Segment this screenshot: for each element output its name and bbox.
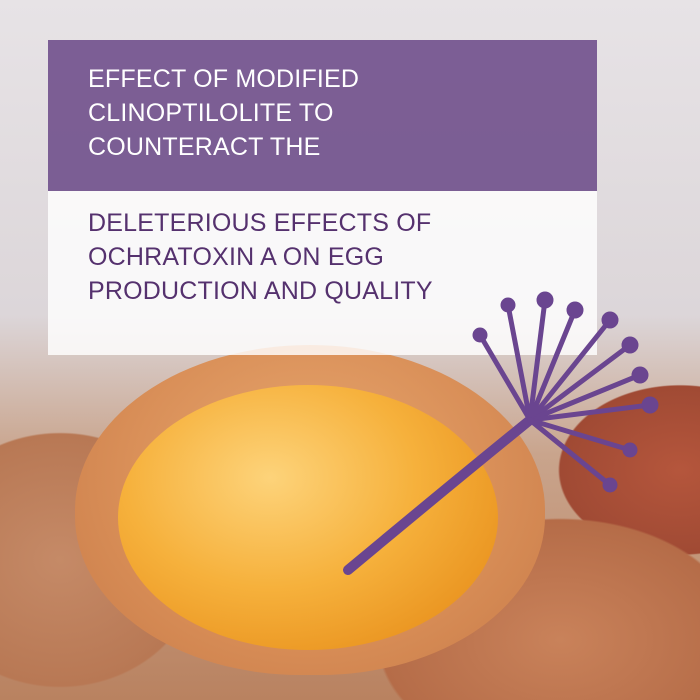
title-band-purple	[48, 40, 597, 191]
title-line: CLINOPTILOLITE TO	[88, 99, 334, 127]
title-bottom: DELETERIOUS EFFECTS OF OCHRATOXIN A ON E…	[88, 206, 433, 308]
title-line: COUNTERACT THE	[88, 133, 321, 161]
title-line: OCHRATOXIN A ON EGG	[88, 243, 384, 271]
dandelion-logo-icon	[343, 291, 659, 575]
title-band-white	[48, 191, 597, 355]
title-line: DELETERIOUS EFFECTS OF	[88, 209, 432, 237]
title-top: EFFECT OF MODIFIED CLINOPTILOLITE TO COU…	[88, 62, 359, 164]
title-line: EFFECT OF MODIFIED	[88, 65, 360, 93]
egg-yolk-image	[118, 385, 498, 650]
title-line: PRODUCTION AND QUALITY	[88, 277, 433, 305]
